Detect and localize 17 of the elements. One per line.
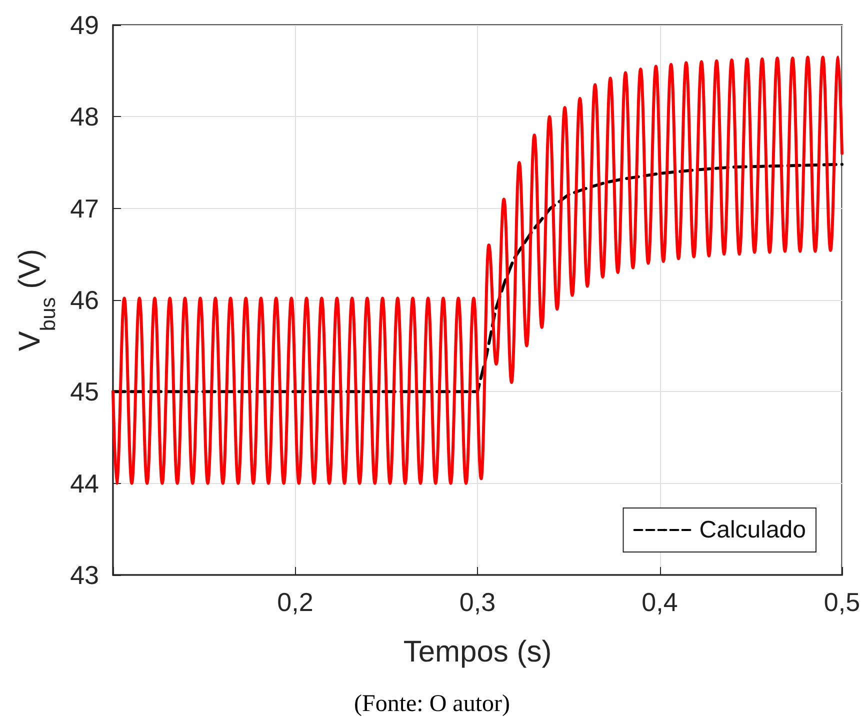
x-tick-label: 0,4 bbox=[642, 587, 678, 617]
text: (Fonte: O autor) bbox=[354, 691, 510, 717]
y-tick-label: 46 bbox=[70, 285, 99, 315]
y-axis-title: Vbus (V) bbox=[14, 248, 60, 352]
x-axis-title: Tempos (s) bbox=[403, 636, 552, 668]
y-tick-label: 47 bbox=[70, 193, 99, 224]
y-tick-label: 49 bbox=[70, 10, 99, 40]
x-tick-label: 0,5 bbox=[824, 587, 860, 617]
x-tick-label: 0,3 bbox=[459, 587, 496, 617]
line-series bbox=[112, 162, 844, 394]
y-tick-label: 45 bbox=[70, 376, 99, 407]
line-series bbox=[112, 56, 844, 485]
y-tick-label: 48 bbox=[70, 102, 99, 132]
x-tick-label: 0,2 bbox=[277, 587, 314, 617]
y-tick-label: 44 bbox=[70, 468, 99, 498]
y-tick-label: 43 bbox=[70, 560, 99, 590]
legend-label: Calculado bbox=[699, 516, 806, 544]
